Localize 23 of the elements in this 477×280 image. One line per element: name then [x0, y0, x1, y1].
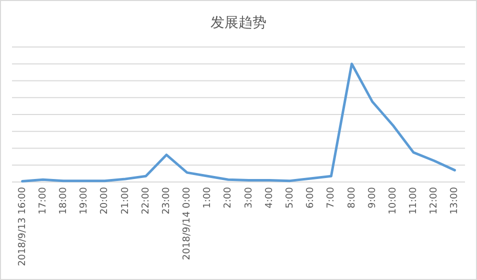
x-tick-label: 18:00: [58, 187, 69, 214]
x-tick-label: 19:00: [78, 187, 90, 214]
x-tick-label: 3:00: [243, 187, 254, 208]
x-tick-label: 17:00: [37, 187, 48, 214]
x-tick-label: 13:00: [449, 187, 460, 214]
x-tick-label: 2:00: [222, 187, 234, 208]
x-tick-label: 2018/9/14 0:00: [182, 187, 193, 260]
x-tick-label: 8:00: [346, 187, 358, 208]
x-tick-label: 6:00: [305, 187, 316, 208]
x-tick-label: 12:00: [428, 187, 440, 214]
x-tick-label: 1:00: [202, 187, 214, 208]
x-tick-label: 22:00: [140, 187, 152, 214]
x-tick-label: 10:00: [387, 187, 398, 214]
x-tick-label: 5:00: [284, 187, 296, 208]
x-tick-label: 20:00: [99, 187, 110, 214]
x-tick-label: 21:00: [120, 187, 131, 214]
chart-title: 发展趋势: [210, 15, 266, 31]
x-tick-label: 9:00: [366, 187, 378, 208]
x-tick-label: 11:00: [408, 187, 420, 214]
x-tick-label: 2018/9/13 16:00: [16, 187, 28, 266]
x-tick-label: 4:00: [264, 187, 275, 208]
x-tick-label: 23:00: [160, 187, 172, 214]
x-tick-label: 7:00: [326, 187, 337, 208]
